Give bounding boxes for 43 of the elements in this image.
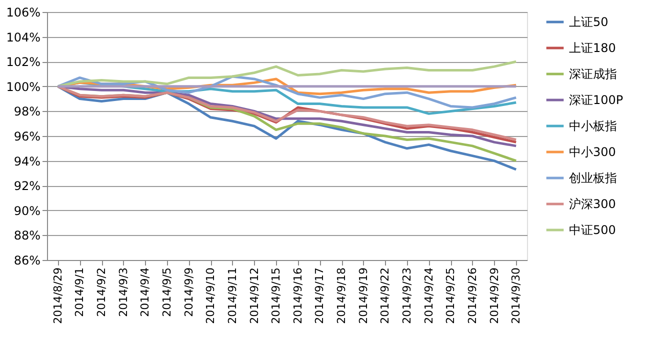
line-series [56, 60, 518, 88]
x-tick-label: 2014/9/15 [270, 268, 283, 324]
x-tick-label: 2014/9/16 [291, 268, 304, 324]
x-tick-label: 2014/9/23 [400, 268, 414, 324]
y-tick-label: 106% [6, 6, 40, 20]
y-tick-label: 92% [14, 179, 40, 194]
y-tick-label: 102% [6, 55, 40, 70]
x-tick-label: 2014/9/10 [204, 268, 218, 324]
x-tick-label: 2014/9/11 [226, 268, 239, 324]
y-tick-label: 100% [6, 80, 40, 94]
x-tick-label: 2014/9/25 [444, 268, 458, 324]
y-tick-label: 98% [14, 104, 40, 119]
legend-label: 深证成指 [569, 67, 617, 81]
legend-label: 上证180 [569, 41, 616, 55]
x-tick-label: 2014/9/12 [248, 268, 261, 324]
x-tick-label: 2014/9/22 [378, 268, 392, 324]
x-tick-label: 2014/9/19 [356, 268, 370, 324]
y-tick-label: 94% [14, 154, 40, 168]
legend-label: 创业板指 [569, 171, 617, 185]
legend-label: 中小板指 [569, 119, 617, 133]
x-tick-label: 2014/8/29 [51, 268, 64, 324]
legend-label: 中小300 [569, 145, 616, 159]
y-tick-label: 90% [14, 204, 40, 218]
y-tick-label: 86% [14, 254, 40, 268]
legend-label: 沪深300 [569, 197, 616, 211]
x-tick-label: 2014/9/26 [466, 268, 479, 324]
x-tick-label: 2014/9/18 [335, 268, 348, 324]
x-tick-label: 2014/9/4 [138, 268, 152, 317]
x-tick-label: 2014/9/30 [510, 268, 523, 324]
x-tick-label: 2014/9/1 [73, 268, 86, 317]
legend-label: 上证50 [569, 15, 608, 29]
legend-label: 深证100P [569, 93, 624, 107]
x-tick-label: 2014/9/24 [422, 268, 436, 324]
x-tick-label: 2014/9/5 [160, 268, 174, 317]
x-tick-label: 2014/9/29 [488, 268, 501, 324]
x-tick-label: 2014/9/2 [95, 268, 108, 317]
y-tick-label: 96% [14, 130, 40, 144]
x-tick-label: 2014/9/9 [182, 268, 196, 317]
y-tick-label: 104% [6, 30, 40, 44]
x-tick-label: 2014/9/3 [116, 268, 130, 317]
x-tick-label: 2014/9/17 [313, 268, 326, 324]
legend-label: 中证500 [569, 223, 616, 237]
y-tick-label: 88% [14, 228, 40, 243]
